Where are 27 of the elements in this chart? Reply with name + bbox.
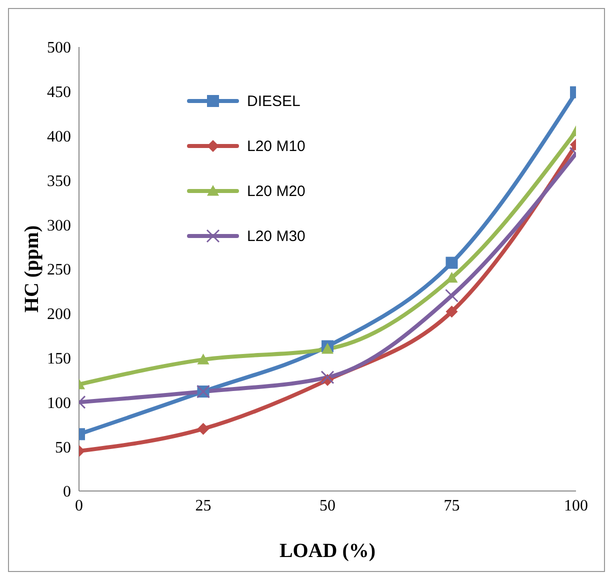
- x-tick-label: 75: [444, 497, 460, 514]
- legend-label: L20 M10: [247, 138, 306, 154]
- y-tick-label: 50: [55, 439, 71, 456]
- x-axis-title: LOAD (%): [279, 540, 376, 562]
- point: [322, 342, 334, 354]
- y-tick-label: 300: [47, 217, 71, 234]
- x-tick-label: 100: [564, 497, 588, 514]
- legend-label: L20 M20: [247, 182, 306, 200]
- y-tick-label: 350: [47, 172, 71, 190]
- y-tick-label: 500: [47, 40, 71, 57]
- point: [446, 256, 458, 269]
- x-tick-label: 0: [75, 497, 83, 514]
- y-tick-label: 250: [47, 262, 71, 279]
- legend-label: L20 M30: [247, 228, 306, 244]
- legend-label: DIESEL: [247, 92, 300, 110]
- y-tick-label: 100: [47, 394, 71, 412]
- y-tick-label: 150: [47, 350, 71, 368]
- x-tick-label: 25: [195, 497, 212, 514]
- y-tick-label: 450: [47, 84, 71, 102]
- point: [197, 422, 210, 435]
- point: [197, 354, 210, 364]
- y-tick-label: 0: [63, 484, 71, 501]
- y-tick-label: 400: [47, 128, 71, 146]
- point: [446, 306, 458, 318]
- x-tick-label: 50: [320, 497, 336, 514]
- y-tick-label: 200: [47, 306, 71, 324]
- y-axis-title: HC (ppm): [21, 225, 44, 313]
